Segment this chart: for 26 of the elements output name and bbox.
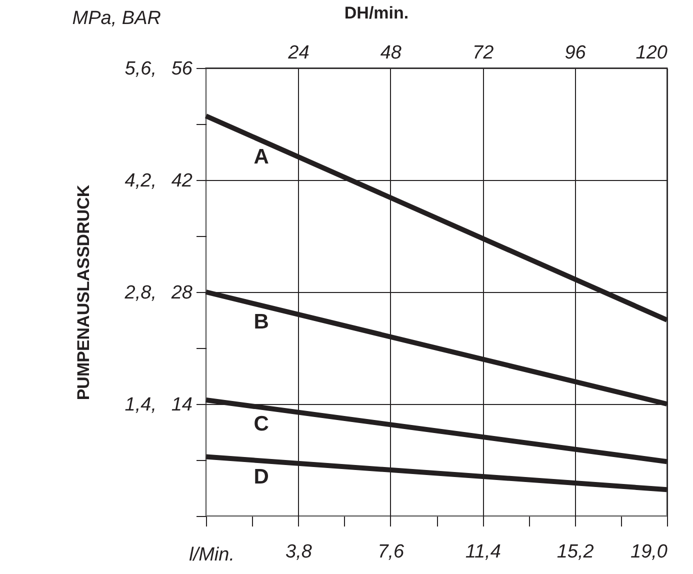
x2-tick-label: 48	[380, 42, 402, 64]
y-tick-label: 5,6,	[124, 58, 156, 80]
x2-axis-title: DH/min.	[344, 4, 409, 22]
series-label: D	[254, 466, 269, 489]
x2-tick-label: 96	[564, 42, 586, 64]
text: MPa, BAR	[72, 8, 162, 29]
series-label: A	[254, 145, 269, 168]
y-tick-label: 1,4,	[124, 394, 156, 416]
y2-tick-label: 56	[171, 58, 193, 80]
x-tick-label: 19,0	[630, 542, 668, 562]
x-tick-label: 11,4	[465, 542, 501, 562]
x-tick-label: 15,2	[556, 542, 594, 562]
y2-tick-label: 42	[171, 170, 193, 192]
x-tick-label: 3,8	[285, 542, 312, 562]
y2-tick-label: 14	[171, 394, 192, 416]
x2-tick-label: 24	[287, 42, 310, 64]
y2-tick-label: 28	[170, 282, 193, 304]
y-tick-label: 2,8,	[124, 282, 156, 304]
x2-tick-label: 120	[636, 42, 668, 64]
series-label: C	[254, 412, 269, 436]
x-axis-title: l/Min.	[189, 544, 234, 566]
x-tick-label: 7,6	[378, 542, 405, 562]
x2-tick-label: 72	[472, 42, 494, 64]
y-axis-title: PUMPENAUSLASSDRUCK	[74, 184, 93, 400]
series-label: B	[254, 310, 269, 334]
y-tick-label: 4,2,	[124, 170, 156, 192]
